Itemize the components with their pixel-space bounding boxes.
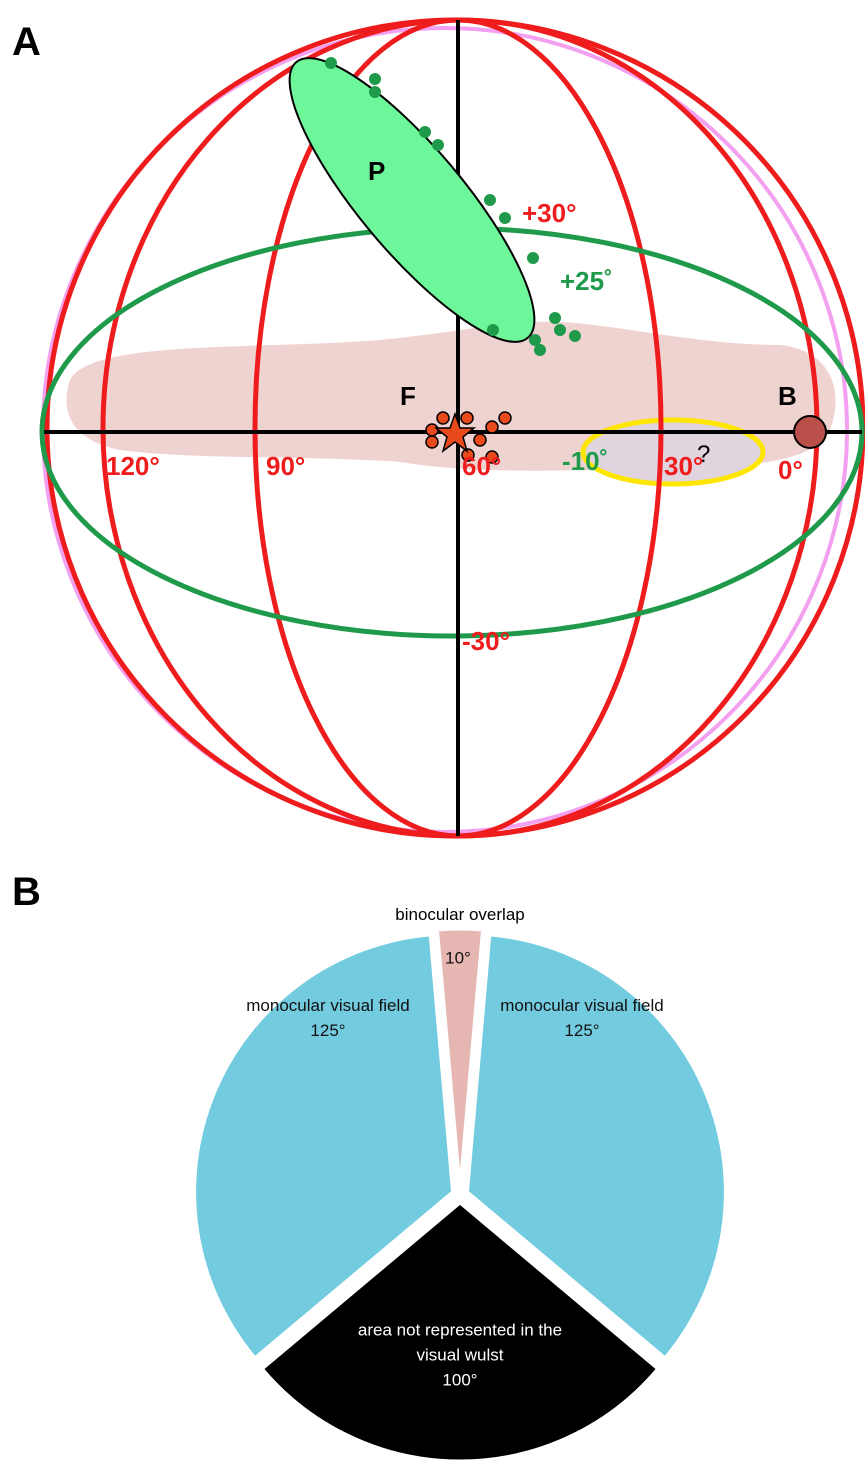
slice-value: 125°: [310, 1021, 346, 1040]
pie-slice: [465, 933, 727, 1360]
panel-label: A: [12, 20, 41, 64]
pie-slice: [435, 927, 485, 1188]
meridian-label: +30°: [522, 198, 577, 228]
region-label: P: [368, 156, 385, 186]
slice-name: area not represented in the visual wulst: [357, 1320, 563, 1365]
region-label: ?: [697, 441, 710, 468]
meridian-label: 120°: [106, 451, 160, 481]
elevation-label: +25˚: [560, 266, 613, 296]
slice-name: monocular visual field: [500, 996, 664, 1015]
slice-label: monocular visual field 125°: [203, 993, 453, 1043]
meridian-label: 60°: [462, 451, 501, 481]
panel-label: B: [12, 870, 41, 914]
pie: [193, 927, 727, 1463]
unknown-region: [580, 417, 766, 487]
marker-b: [793, 415, 827, 449]
green-dots: [325, 57, 581, 356]
meridian-label: 90°: [266, 451, 305, 481]
pie-slice: [193, 933, 455, 1360]
pie-slice: [260, 1201, 660, 1463]
slice-value: 125°: [564, 1021, 600, 1040]
meridian-label: -30°: [462, 626, 510, 656]
slice-value: 10°: [445, 948, 471, 968]
slice-label: area not represented in the visual wulst…: [335, 1318, 585, 1393]
elevation-label: -10˚: [562, 446, 608, 476]
region-p: [288, 57, 536, 343]
region-label: B: [778, 381, 797, 411]
meridian-label: 0°: [778, 455, 803, 485]
red-dots: [425, 411, 512, 464]
slice-label: 10°: [333, 946, 583, 971]
slice-label: monocular visual field 125°: [457, 993, 707, 1043]
slice-name: monocular visual field: [246, 996, 410, 1015]
annotation: binocular overlap: [395, 905, 524, 924]
region-label: F: [400, 381, 416, 411]
slice-value: 100°: [442, 1370, 478, 1390]
meridian-label: 30°: [664, 451, 703, 481]
